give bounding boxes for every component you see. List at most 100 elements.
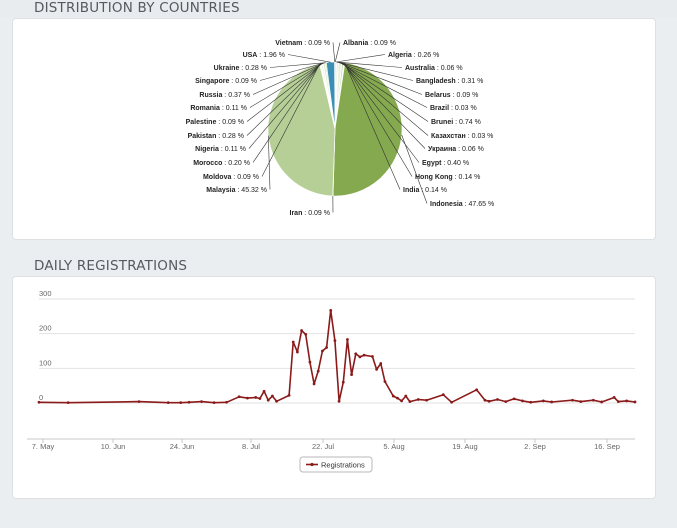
- pie-slice-malaysia: [267, 63, 336, 197]
- data-point: [266, 398, 270, 402]
- data-point: [296, 350, 299, 354]
- pie-connector-vietnam: [332, 42, 336, 63]
- x-tick-label: 5. Aug: [383, 442, 404, 451]
- pie-label-algeria: Algeria : 0.26 %: [388, 52, 439, 59]
- data-point: [416, 398, 420, 401]
- daily-registrations-line-chart: 0 100 200 300 7. May 10. Jun 24. Jun 8. Jul 22. …: [27, 289, 637, 473]
- data-point: [521, 399, 524, 403]
- pie-label-morocco: Morocco : 0.20 %: [193, 160, 250, 167]
- data-point: [258, 397, 262, 400]
- x-tick-label: 7. May: [32, 442, 55, 451]
- data-point: [487, 399, 491, 403]
- data-point: [329, 309, 333, 312]
- pie-label-india: India : 0.14 %: [403, 187, 447, 194]
- pie-connector-india: [344, 62, 401, 190]
- data-point: [354, 352, 358, 356]
- pie-label-iran: Iran : 0.09 %: [290, 210, 330, 217]
- pie-slices: [267, 61, 403, 197]
- pie-label-usa: USA : 1.96 %: [243, 52, 285, 59]
- pie-connector-algeria: [335, 54, 386, 63]
- pie-connector-украина: [341, 62, 426, 149]
- data-point: [529, 400, 533, 404]
- data-point: [612, 396, 616, 399]
- data-point: [275, 399, 278, 403]
- pie-label-egypt: Egypt : 0.40 %: [422, 160, 469, 167]
- legend-marker: [310, 462, 314, 467]
- pie-connector-egypt: [342, 62, 420, 163]
- pie-label-brunei: Brunei : 0.74 %: [431, 119, 481, 126]
- data-point: [200, 400, 203, 404]
- x-tick-label: 16. Sep: [594, 442, 620, 451]
- pie-connector-australia: [336, 61, 403, 68]
- data-point: [358, 355, 362, 359]
- pie-connector-moldova: [261, 63, 321, 177]
- pie-label-malaysia: Malaysia : 45.32 %: [206, 187, 267, 194]
- pie-connector-nigeria: [248, 63, 322, 149]
- data-point: [316, 369, 320, 373]
- legend-box[interactable]: [299, 456, 373, 473]
- pie-connector-indonesia: [401, 134, 428, 204]
- pie-connector-usa: [287, 54, 331, 63]
- pie-connector-romania: [249, 62, 324, 108]
- pie-connector-hong-kong: [343, 62, 413, 177]
- data-point: [37, 400, 41, 404]
- data-point: [383, 380, 387, 383]
- pie-label-ukraine: Ukraine : 0.28 %: [214, 65, 267, 72]
- x-tick-label: 22. Jul: [312, 442, 334, 451]
- pie-connector-belarus: [338, 61, 423, 95]
- pie-label-indonesia: Indonesia : 47.65 %: [430, 201, 494, 208]
- data-point: [362, 353, 366, 357]
- data-point: [600, 400, 604, 404]
- pie-connector-russia: [252, 62, 325, 95]
- y-grid: 0 100 200 300: [39, 289, 635, 404]
- pie-label-albania: Albania : 0.09 %: [343, 40, 396, 47]
- data-point: [245, 396, 249, 400]
- data-point: [441, 393, 445, 397]
- legend-label-registrations: Registrations: [321, 461, 365, 470]
- data-point: [304, 332, 308, 336]
- data-point: [579, 400, 583, 404]
- data-point: [450, 400, 454, 404]
- data-point: [475, 388, 479, 392]
- pie-label-russia: Russia : 0.37 %: [199, 92, 250, 99]
- pie-connector-singapore: [259, 62, 326, 81]
- data-point: [291, 340, 295, 344]
- data-point: [550, 400, 554, 404]
- data-point: [346, 338, 349, 341]
- y-tick-label: 200: [39, 324, 52, 333]
- data-point: [541, 399, 545, 403]
- data-point: [591, 398, 595, 402]
- x-tick-label: 24. Jun: [170, 442, 195, 451]
- data-point: [425, 398, 429, 402]
- pie-label-singapore: Singapore : 0.09 %: [195, 78, 257, 85]
- data-point: [225, 400, 228, 404]
- data-point: [321, 349, 324, 353]
- data-point: [379, 362, 383, 365]
- data-point: [187, 400, 191, 404]
- data-point: [483, 398, 487, 402]
- pie-label-bangladesh: Bangladesh : 0.31 %: [416, 78, 483, 85]
- pie-label-brazil: Brazil : 0.03 %: [430, 105, 477, 112]
- data-point: [571, 398, 574, 402]
- pie-label-romania: Romania : 0.11 %: [190, 105, 247, 112]
- section-title-daily: DAILY REGISTRATIONS: [34, 258, 188, 274]
- pie-label-pakistan: Pakistan : 0.28 %: [188, 133, 244, 140]
- y-tick-label: 300: [39, 289, 52, 298]
- pie-label-украина: Украина : 0.06 %: [428, 146, 484, 153]
- data-point: [616, 400, 620, 404]
- legend[interactable]: Registrations: [299, 456, 373, 473]
- data-point: [312, 382, 316, 386]
- x-ticks: 7. May 10. Jun 24. Jun 8. Jul 22. Jul 5. Aug 1…: [32, 439, 620, 451]
- pie-label-nigeria: Nigeria : 0.11 %: [195, 146, 246, 153]
- pie-label-казахстан: Казахстан : 0.03 %: [431, 133, 493, 140]
- countries-pie-chart: Albania : 0.09 % Algeria : 0.26 % Australi…: [186, 40, 495, 217]
- pie-label-moldova: Moldova : 0.09 %: [203, 174, 259, 181]
- section-title-countries: DISTRIBUTION BY COUNTRIES: [34, 0, 240, 16]
- y-tick-label: 0: [39, 393, 43, 402]
- x-tick-label: 2. Sep: [524, 442, 546, 451]
- pie-label-australia: Australia : 0.06 %: [405, 65, 463, 72]
- pie-label-hong-kong: Hong Kong : 0.14 %: [415, 174, 480, 181]
- data-point: [237, 395, 241, 399]
- data-point: [166, 401, 170, 405]
- data-point: [625, 399, 629, 403]
